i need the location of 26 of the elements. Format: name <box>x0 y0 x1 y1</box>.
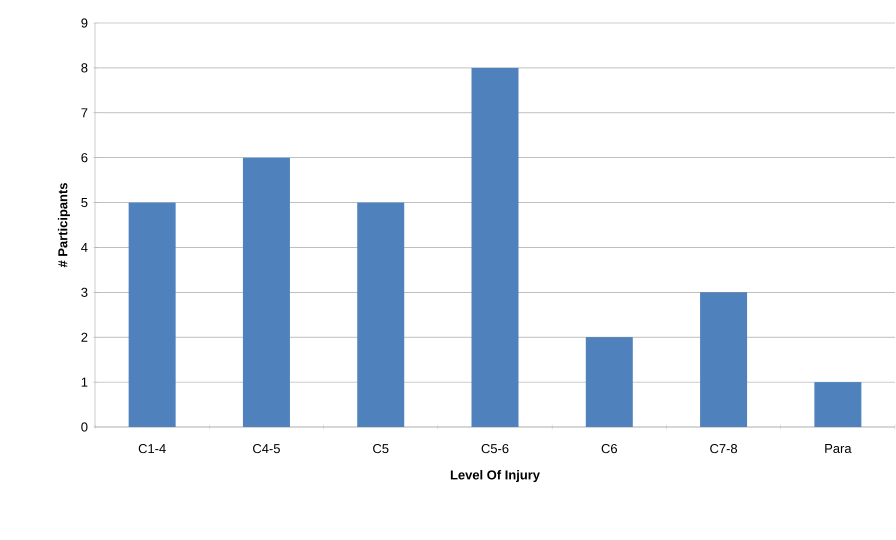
y-tick-label: 2 <box>81 332 88 342</box>
y-tick-label: 5 <box>81 198 88 208</box>
bar <box>700 292 748 427</box>
bar <box>357 202 404 427</box>
y-tick-label: 0 <box>81 422 88 432</box>
bar <box>242 158 290 427</box>
x-tick-label: C5 <box>373 444 388 454</box>
y-tick-label: 1 <box>82 378 88 387</box>
x-axis-title: Level Of Injury <box>450 470 540 482</box>
y-tick-label: 7 <box>81 108 88 118</box>
bar <box>472 68 519 427</box>
y-tick-label: 3 <box>81 288 88 297</box>
bar <box>128 202 176 427</box>
y-tick-label: 4 <box>81 242 88 252</box>
y-tick-label: 6 <box>81 153 88 162</box>
bar <box>814 382 862 427</box>
bar <box>586 337 633 427</box>
x-tick-label: Para <box>825 444 852 454</box>
x-tick-label: C1-4 <box>138 444 166 454</box>
y-tick-label: 8 <box>81 63 88 72</box>
x-tick-label: C5-6 <box>482 444 508 454</box>
x-tick-label: C6 <box>602 444 618 454</box>
y-axis-title: # Participants <box>58 183 70 268</box>
x-tick-label: C7-8 <box>710 444 738 454</box>
x-tick-label: C4-5 <box>253 444 280 454</box>
y-tick-label: 9 <box>81 18 88 28</box>
